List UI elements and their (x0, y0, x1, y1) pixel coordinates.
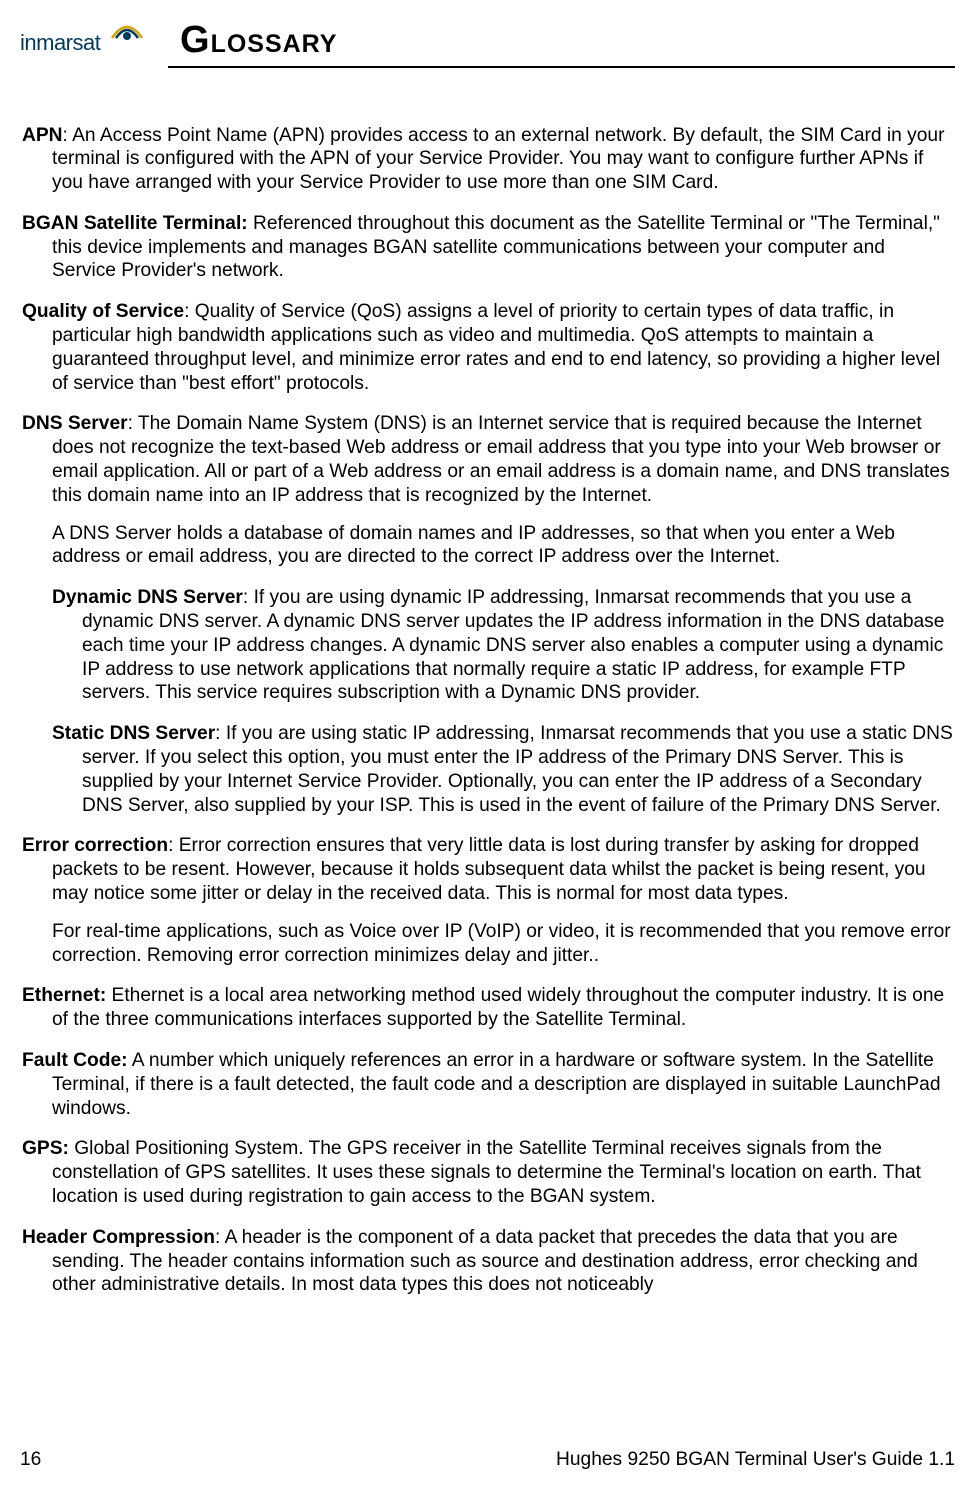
glossary-entry: DNS Server: The Domain Name System (DNS)… (22, 412, 953, 569)
glossary-entry: APN: An Access Point Name (APN) provides… (22, 124, 953, 195)
doc-title: Hughes 9250 BGAN Terminal User's Guide 1… (556, 1449, 955, 1471)
glossary-entry: Ethernet: Ethernet is a local area netwo… (22, 984, 953, 1032)
glossary-term: GPS: (22, 1138, 69, 1159)
glossary-term: Dynamic DNS Server (52, 587, 243, 608)
glossary-term: Header Compression (22, 1227, 215, 1248)
glossary-entry: Dynamic DNS Server: If you are using dyn… (22, 586, 953, 705)
glossary-entry: Static DNS Server: If you are using stat… (22, 722, 953, 817)
glossary-term: DNS Server (22, 413, 128, 434)
glossary-definition: Ethernet is a local area networking meth… (52, 985, 944, 1030)
glossary-definition-cont: For real-time applications, such as Voic… (52, 920, 953, 968)
glossary-definition: : An Access Point Name (APN) provides ac… (52, 125, 944, 194)
glossary-entry: Error correction: Error correction ensur… (22, 834, 953, 967)
chapter-initial: G (180, 19, 211, 61)
logo-text: inmarsat (20, 30, 100, 56)
glossary-content: APN: An Access Point Name (APN) provides… (20, 124, 955, 1298)
page-header: inmarsat GLOSSARY (20, 10, 955, 62)
glossary-definition: A number which uniquely references an er… (52, 1050, 941, 1119)
glossary-entry: GPS: Global Positioning System. The GPS … (22, 1137, 953, 1208)
chapter-title: GLOSSARY (180, 19, 337, 62)
glossary-term: Static DNS Server (52, 723, 215, 744)
glossary-term: Ethernet: (22, 985, 106, 1006)
page-number: 16 (20, 1449, 41, 1471)
chapter-rest: LOSSARY (211, 30, 338, 58)
glossary-entry: Fault Code: A number which uniquely refe… (22, 1049, 953, 1120)
glossary-definition: Global Positioning System. The GPS recei… (52, 1138, 921, 1207)
glossary-term: Quality of Service (22, 301, 184, 322)
glossary-term: Error correction (22, 835, 168, 856)
glossary-term: Fault Code: (22, 1050, 128, 1071)
heading-rule (168, 66, 955, 68)
glossary-entry: Quality of Service: Quality of Service (… (22, 300, 953, 395)
glossary-term: BGAN Satellite Terminal: (22, 213, 248, 234)
glossary-definition: : Quality of Service (QoS) assigns a lev… (52, 301, 940, 393)
satellite-icon (108, 10, 146, 42)
glossary-definition: : The Domain Name System (DNS) is an Int… (52, 413, 950, 505)
glossary-term: APN (22, 125, 63, 146)
glossary-entry: Header Compression: A header is the comp… (22, 1226, 953, 1297)
glossary-entry: BGAN Satellite Terminal: Referenced thro… (22, 212, 953, 283)
glossary-definition-cont: A DNS Server holds a database of domain … (52, 522, 953, 570)
glossary-definition: : Error correction ensures that very lit… (52, 835, 926, 904)
page-footer: 16 Hughes 9250 BGAN Terminal User's Guid… (20, 1449, 955, 1471)
inmarsat-logo: inmarsat (20, 10, 150, 62)
page: inmarsat GLOSSARY APN: An Access Point N… (0, 0, 975, 1489)
